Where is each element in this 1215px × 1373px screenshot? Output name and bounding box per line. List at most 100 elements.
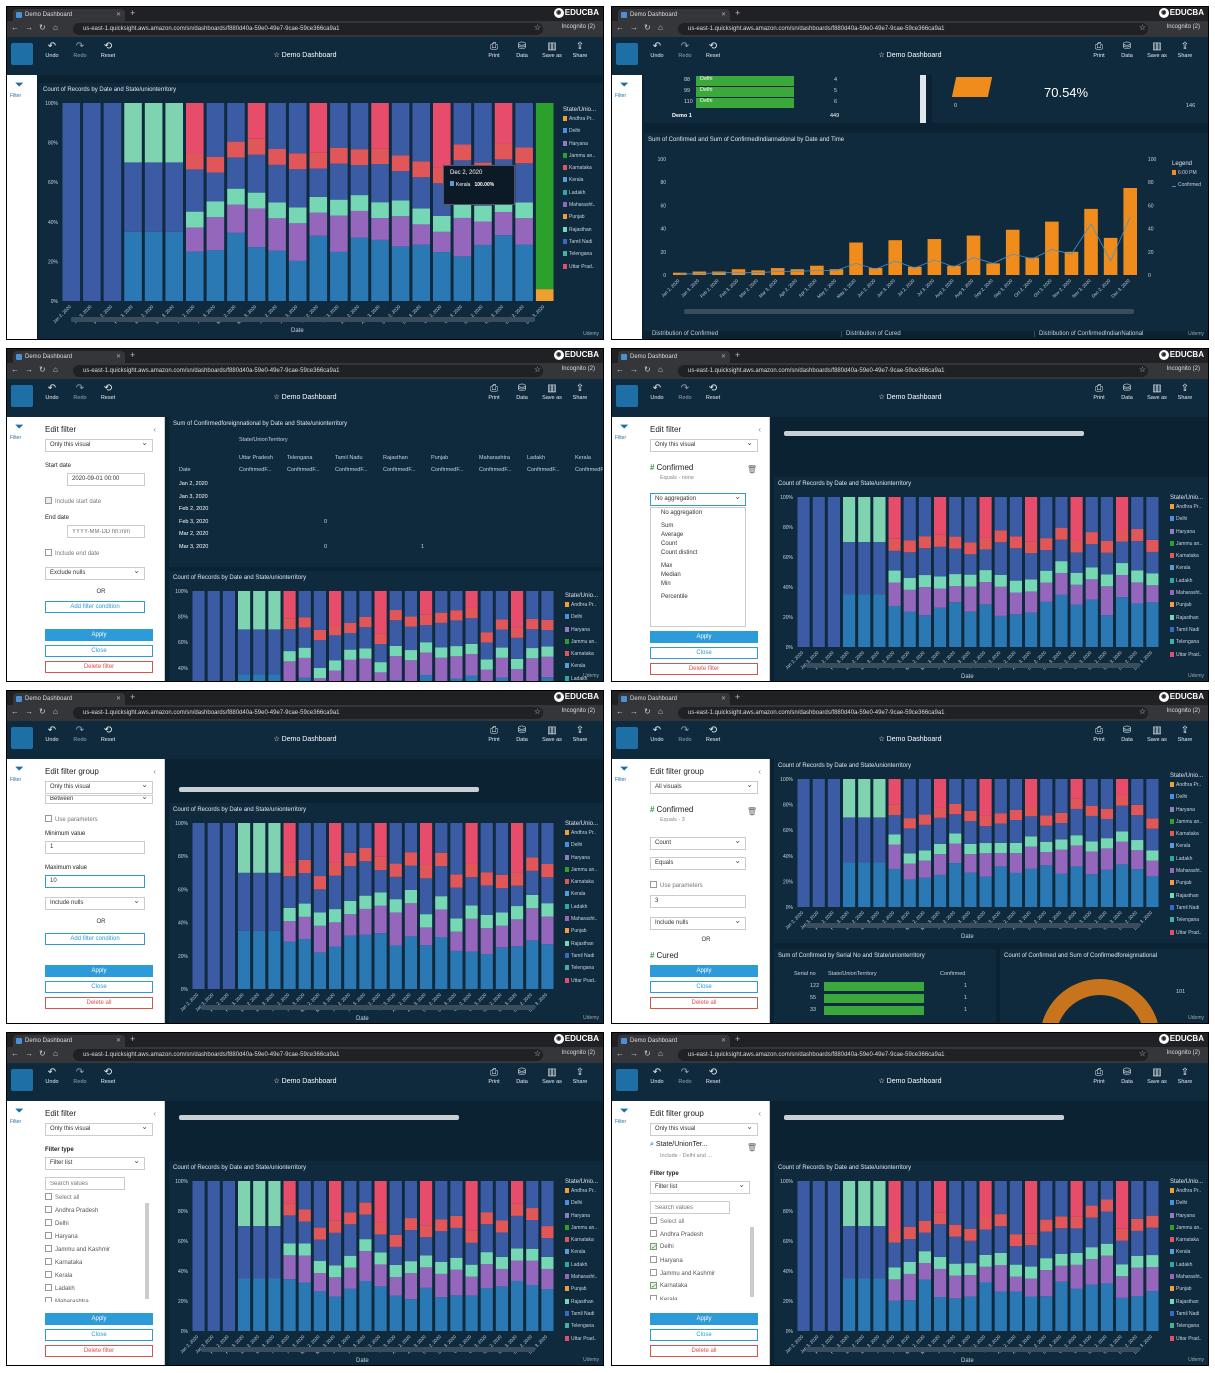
bar-segment[interactable] <box>1085 805 1098 816</box>
bar-segment[interactable] <box>283 661 296 682</box>
filter-field-name[interactable]: # Confirmed <box>650 805 693 814</box>
bar-segment[interactable] <box>964 586 977 612</box>
bar-segment[interactable] <box>843 1226 856 1279</box>
bar-segment[interactable] <box>1009 614 1022 647</box>
confirmed-line[interactable] <box>679 216 1131 275</box>
incognito-badge[interactable]: Incognito (2) <box>1166 24 1200 30</box>
bar-segment[interactable] <box>934 1268 947 1298</box>
filter-strip[interactable]: ⏷ Filter <box>7 759 37 1023</box>
bar-segment[interactable] <box>1131 869 1144 907</box>
legend-item[interactable]: Ladakh <box>1170 1261 1203 1274</box>
bar-segment[interactable] <box>298 657 311 678</box>
bar-segment[interactable] <box>283 1279 296 1331</box>
print-button[interactable]: ⎙ Print <box>1086 1067 1112 1085</box>
bar-segment[interactable] <box>511 1203 524 1216</box>
favorite-star-icon[interactable]: ☆ <box>878 52 885 59</box>
bar-segment[interactable] <box>283 921 296 942</box>
bar-segment[interactable] <box>1040 852 1053 866</box>
bar-segment[interactable] <box>843 1181 856 1226</box>
filter-icon[interactable]: ⏷ <box>620 1105 629 1117</box>
bar-segment[interactable] <box>404 1273 417 1300</box>
undo-button[interactable]: ↶ Undo <box>39 1067 65 1085</box>
incognito-badge[interactable]: Incognito (2) <box>561 366 595 372</box>
bar-segment[interactable] <box>843 817 856 863</box>
dropdown-option[interactable]: Average <box>661 531 684 538</box>
bar-segment[interactable] <box>283 629 296 652</box>
collapse-panel-icon[interactable]: ‹ <box>153 425 156 434</box>
bar-segment[interactable] <box>350 165 369 196</box>
bar-segment[interactable] <box>1070 1228 1083 1253</box>
legend-item[interactable]: Telengana <box>1170 639 1203 651</box>
bar-segment[interactable] <box>329 823 342 863</box>
bar-segment[interactable] <box>309 168 328 197</box>
forward-icon[interactable]: → <box>630 1049 638 1058</box>
add-filter-condition-button[interactable]: Add filter condition <box>45 933 145 945</box>
bar-segment[interactable] <box>1100 1243 1113 1256</box>
bar-segment[interactable] <box>515 218 533 245</box>
legend-item[interactable]: Andhra Pr.. <box>565 1188 598 1200</box>
bar-segment[interactable] <box>465 918 478 952</box>
bar-segment[interactable] <box>329 1277 342 1297</box>
bar-segment[interactable] <box>1040 1270 1053 1297</box>
value-input[interactable]: 3 <box>650 895 746 908</box>
bar-segment[interactable] <box>541 677 554 682</box>
bar-segment[interactable] <box>934 607 947 647</box>
bar-segment[interactable] <box>389 610 402 621</box>
bar-segment[interactable] <box>903 577 916 590</box>
bar-segment[interactable] <box>474 205 492 222</box>
bar-segment[interactable] <box>480 1288 493 1331</box>
filter-strip[interactable]: ⏷ Filter <box>612 759 642 1023</box>
bar-segment[interactable] <box>1100 586 1113 616</box>
bar-segment[interactable] <box>283 1243 296 1256</box>
bar-segment[interactable] <box>979 826 992 844</box>
legend-item[interactable]: Maharasht.. <box>565 916 598 928</box>
bar-segment[interactable] <box>450 656 463 679</box>
bar-segment[interactable] <box>873 497 886 542</box>
bar-segment[interactable] <box>420 1287 433 1331</box>
bar[interactable] <box>790 269 805 275</box>
url-input[interactable]: us-east-1.quicksight.aws.amazon.com/sn/d… <box>678 707 1148 719</box>
new-tab-icon[interactable]: + <box>130 350 136 360</box>
bar-segment[interactable] <box>964 611 977 647</box>
bar-segment[interactable] <box>888 834 901 845</box>
legend-item[interactable]: Andhra Pr.. <box>565 602 598 614</box>
bar-segment[interactable] <box>283 823 296 863</box>
bar-segment[interactable] <box>526 908 539 941</box>
bar-segment[interactable] <box>192 591 205 682</box>
bar-segment[interactable] <box>526 629 539 649</box>
bar-segment[interactable] <box>450 931 463 951</box>
bar-segment[interactable] <box>1025 868 1038 907</box>
bar-segment[interactable] <box>1100 1199 1113 1212</box>
legend-item[interactable]: Haryana <box>1170 1212 1203 1225</box>
bar-segment[interactable] <box>435 591 448 613</box>
bar-segment[interactable] <box>1146 828 1159 851</box>
bar-segment[interactable] <box>1009 580 1022 593</box>
bar-segment[interactable] <box>480 1252 493 1265</box>
bar-segment[interactable] <box>918 824 931 851</box>
bar-segment[interactable] <box>1055 1281 1068 1331</box>
bar-segment[interactable] <box>359 627 372 649</box>
bar-segment[interactable] <box>238 930 251 989</box>
scope-select[interactable]: Only this visual <box>45 1121 153 1136</box>
bar-segment[interactable] <box>389 899 402 913</box>
bar-segment[interactable] <box>812 779 825 907</box>
bookmark-star-icon[interactable]: ☆ <box>1138 707 1146 716</box>
bar-segment[interactable] <box>283 618 296 630</box>
bar-segment[interactable] <box>124 103 142 163</box>
bar-segment[interactable] <box>1100 848 1113 870</box>
bar-segment[interactable] <box>374 905 387 934</box>
bar-segment[interactable] <box>144 231 163 301</box>
bar-segment[interactable] <box>288 223 307 261</box>
bar-segment[interactable] <box>313 1261 326 1274</box>
filter-icon[interactable]: ⏷ <box>15 763 24 775</box>
bar-segment[interactable] <box>1009 809 1022 821</box>
bar-segment[interactable] <box>918 1220 931 1233</box>
share-button[interactable]: ⇪ Share <box>567 383 593 401</box>
bar-segment[interactable] <box>949 536 962 549</box>
bar-segment[interactable] <box>389 656 402 681</box>
bar-segment[interactable] <box>949 833 962 844</box>
bar-segment[interactable] <box>918 575 931 588</box>
incognito-badge[interactable]: Incognito (2) <box>561 1050 595 1056</box>
